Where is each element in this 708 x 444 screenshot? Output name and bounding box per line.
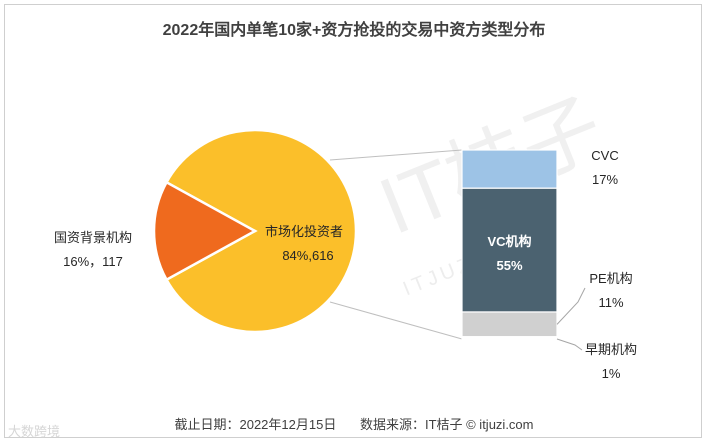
connector-bottom [329,301,463,340]
bar-segment-1 [461,187,558,313]
bar-label-pe-value: 11% [598,295,623,310]
data-labels: 市场化投资者 84%,616 国资背景机构 16%，117 CVC 17% VC机构 55% P… [54,148,637,381]
cutoff-date: 截止日期：2022年12月15日 [174,417,337,432]
data-source: 数据来源：IT桔子 © itjuzi.com [359,417,534,432]
pie-label-market-name: 市场化投资者 [265,224,343,239]
stacked-bar [461,149,558,340]
bar-segment-2 [461,311,558,338]
pie-slice-state [152,180,258,282]
footer: 截止日期：2022年12月15日 数据来源：IT桔子 © itjuzi.com [0,414,708,433]
bar-segment-3 [461,336,558,340]
bar-label-early-value: 1% [602,366,621,381]
pie-label-state-value: 16%，117 [63,254,123,269]
bar-label-pe-name: PE机构 [589,271,632,286]
watermark-logo: 大数跨境 [8,424,61,439]
bar-label-early-name: 早期机构 [585,342,637,357]
connector-top [329,149,463,161]
bar-label-cvc-value: 17% [592,172,618,187]
bar-segment-0 [461,149,558,189]
bar-label-cvc-name: CVC [591,148,618,163]
leader-line-pe [556,287,586,325]
pie-slice-market [164,128,358,334]
pie-label-state-name: 国资背景机构 [54,230,132,245]
pie [152,128,358,334]
bar-label-vc-value: 55% [496,258,522,273]
leader-line-early [556,338,583,351]
pie-label-market-value: 84%,616 [282,248,333,263]
bar-label-vc-name: VC机构 [487,234,531,249]
connector-lines [329,149,463,340]
chart-title: 2022年国内单笔10家+资方抢投的交易中资方类型分布 [162,22,546,39]
